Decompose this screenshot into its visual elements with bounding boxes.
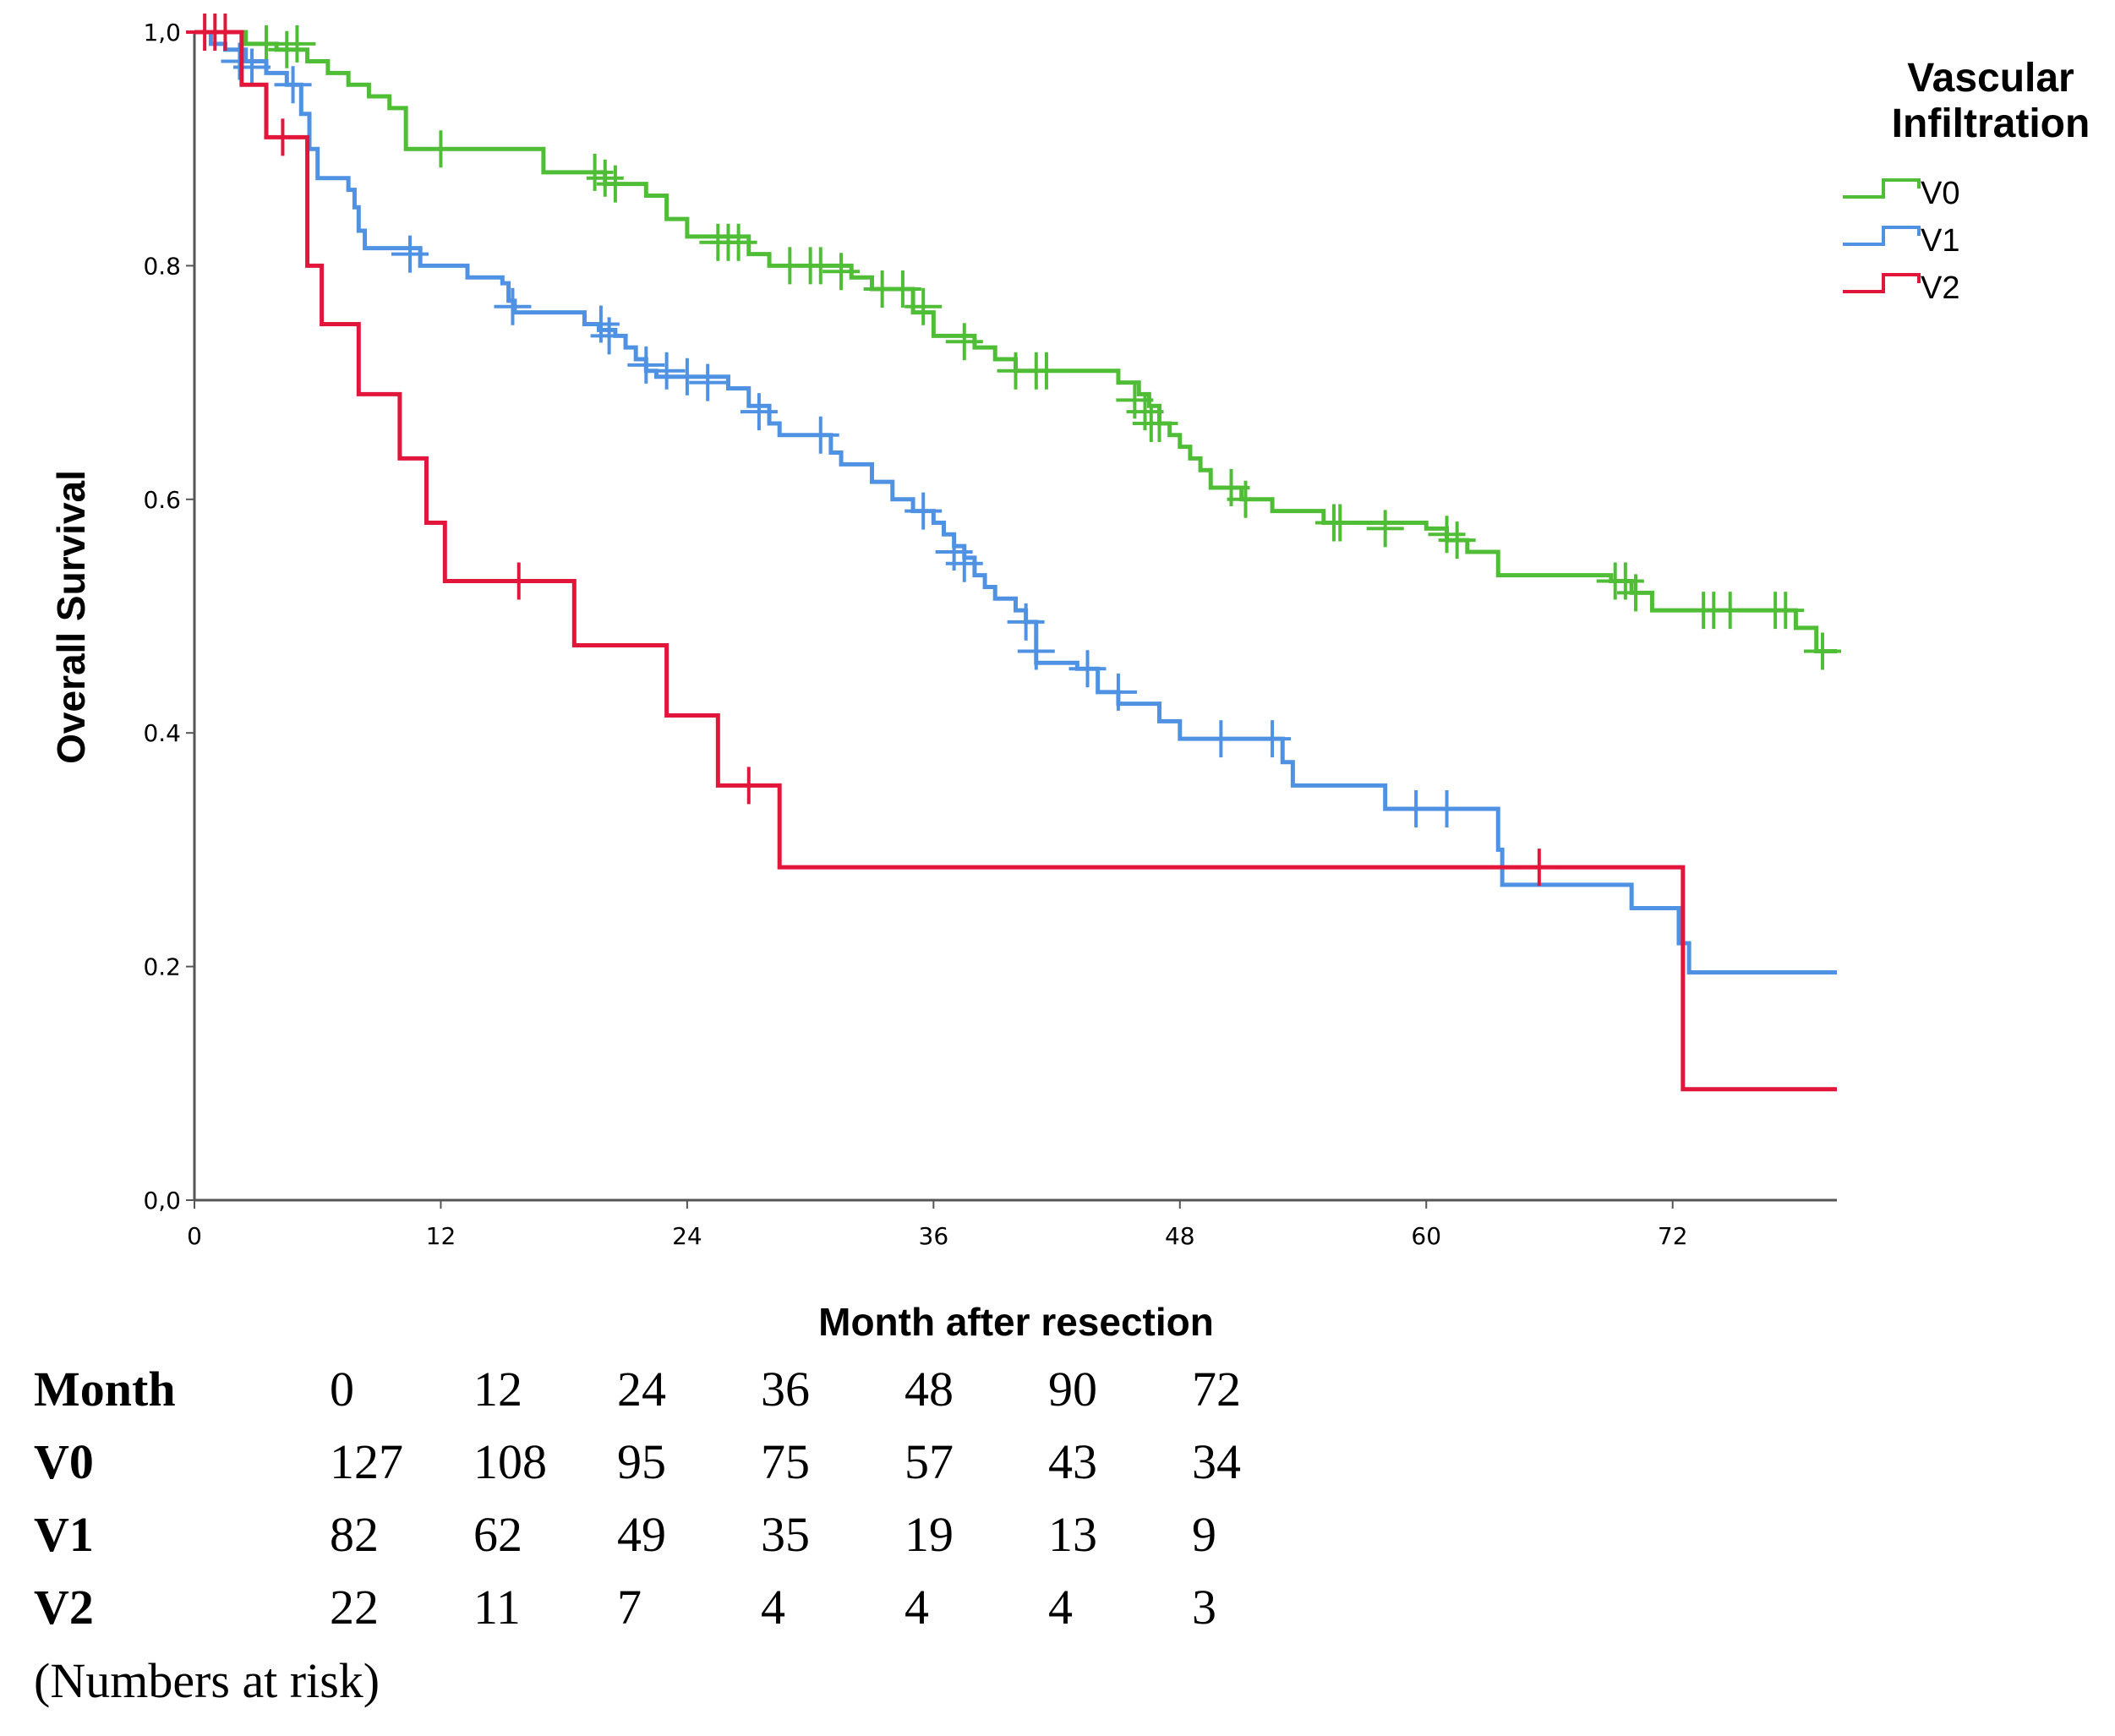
y-tick-label: 0.2: [143, 953, 181, 981]
risk-cell: 22: [330, 1580, 379, 1635]
risk-cell: 62: [473, 1507, 522, 1562]
legend-title-line1: Vascular: [1907, 56, 2074, 101]
risk-cell: 48: [904, 1362, 954, 1417]
legend-label: V2: [1921, 270, 1959, 306]
series-line-v1: [194, 30, 1837, 975]
risk-table-row: V2 22 11 7 4 4 4 3: [34, 1580, 1216, 1635]
legend-swatch: [1843, 273, 1921, 293]
risk-cell: 13: [1048, 1507, 1097, 1562]
x-tick-label: 0: [187, 1222, 202, 1250]
x-tick-label: 36: [919, 1222, 949, 1250]
risk-table-row: V0 127 108 95 75 57 43 34: [34, 1434, 1241, 1489]
series-v1: [194, 30, 1837, 975]
x-tick-label: 24: [672, 1222, 702, 1250]
risk-cell: 127: [330, 1434, 403, 1489]
risk-cell: 108: [473, 1434, 547, 1489]
series-v2: [186, 14, 1837, 1092]
risk-cell: 11: [473, 1580, 521, 1635]
series-layer: [186, 14, 1841, 1092]
risk-cell: 75: [761, 1434, 810, 1489]
risk-row-label: V1: [34, 1507, 94, 1562]
legend-swatch: [1843, 178, 1921, 199]
y-tick-labels: 0,0 0.2 0.4 0.6 0.8 1,0: [143, 19, 194, 1215]
legend-item-v1: V1: [1843, 223, 1959, 259]
legend: Vascular Infiltration V0 V1 V2: [1843, 56, 2090, 306]
series-line-v0: [194, 30, 1837, 653]
y-tick-label: 0.6: [143, 486, 181, 514]
x-tick-label: 72: [1658, 1222, 1688, 1250]
y-tick-label: 0,0: [143, 1187, 181, 1215]
y-tick-label: 1,0: [143, 19, 181, 46]
series-line-v2: [194, 30, 1837, 1092]
risk-cell: 24: [617, 1362, 666, 1417]
risk-cell: 90: [1048, 1362, 1097, 1417]
risk-cell: 49: [617, 1507, 666, 1562]
risk-row-label: Month: [34, 1362, 176, 1417]
risk-cell: 4: [1048, 1580, 1073, 1635]
y-tick-label: 0.8: [143, 252, 181, 280]
risk-cell: 0: [330, 1362, 354, 1417]
risk-cell: 34: [1192, 1434, 1241, 1489]
legend-items: V0 V1 V2: [1843, 176, 1959, 306]
risk-cell: 9: [1192, 1507, 1216, 1562]
risk-cell: 4: [904, 1580, 929, 1635]
x-tick-labels: 0 12 24 36 48 60 72: [187, 1200, 1688, 1250]
risk-cell: 43: [1048, 1434, 1097, 1489]
x-tick-label: 48: [1165, 1222, 1195, 1250]
legend-label: V0: [1921, 176, 1959, 211]
risk-cell: 72: [1192, 1362, 1241, 1417]
risk-cell: 19: [904, 1507, 954, 1562]
series-v0: [194, 25, 1841, 670]
x-tick-label: 60: [1411, 1222, 1441, 1250]
x-tick-label: 12: [426, 1222, 456, 1250]
risk-cell: 12: [473, 1362, 522, 1417]
risk-row-label: V2: [34, 1580, 94, 1635]
risk-table-row: V1 82 62 49 35 19 13 9: [34, 1507, 1216, 1562]
risk-cell: 95: [617, 1434, 666, 1489]
risk-row-label: V0: [34, 1434, 94, 1489]
risk-cell: 35: [761, 1507, 810, 1562]
risk-cell: 57: [904, 1434, 954, 1489]
legend-item-v2: V2: [1843, 270, 1959, 306]
risk-cell: 3: [1192, 1580, 1216, 1635]
x-axis-title: Month after resection: [818, 1300, 1214, 1344]
legend-title-line2: Infiltration: [1892, 101, 2090, 146]
risk-table-note: (Numbers at risk): [34, 1653, 380, 1708]
legend-label: V1: [1921, 223, 1959, 259]
risk-table-header: Month 0 12 24 36 48 90 72: [34, 1362, 1241, 1417]
plot-axes: [193, 32, 1837, 1202]
risk-cell: 82: [330, 1507, 379, 1562]
legend-swatch: [1843, 226, 1921, 246]
legend-item-v0: V0: [1843, 176, 1959, 211]
risk-cell: 4: [761, 1580, 785, 1635]
y-tick-label: 0.4: [143, 719, 181, 747]
y-axis-title: Overall Survival: [49, 470, 93, 764]
risk-cell: 7: [617, 1580, 642, 1635]
risk-cell: 36: [761, 1362, 810, 1417]
